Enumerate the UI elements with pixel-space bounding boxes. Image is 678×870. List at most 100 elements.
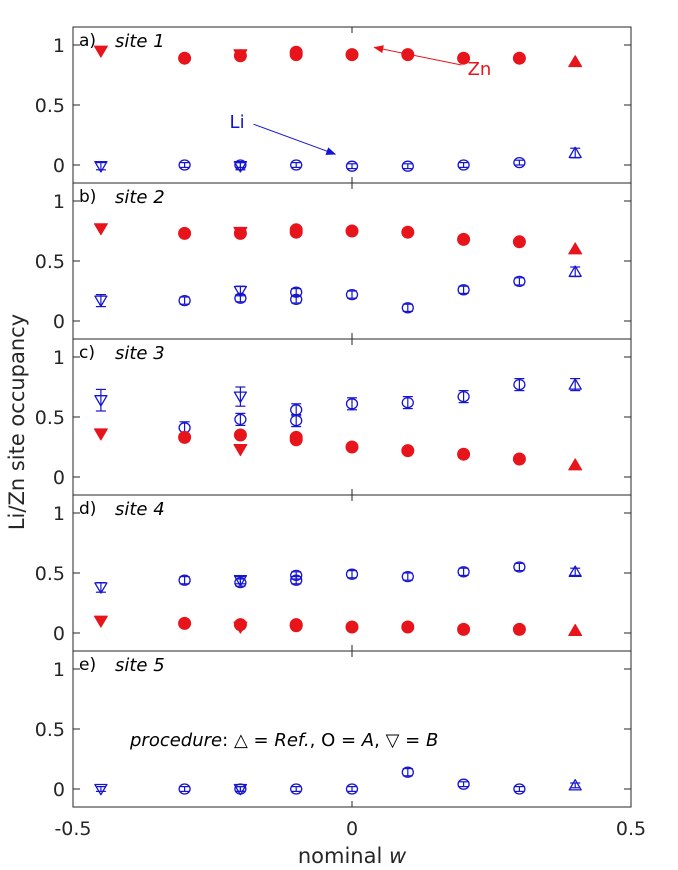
legend-a: A [361,730,374,751]
zn-point [457,447,471,461]
zn-point [512,622,526,636]
zn-point [401,444,415,458]
li-point [457,566,470,578]
zn-label: Zn [468,59,492,80]
li-point [568,146,582,159]
li-point [178,574,191,586]
zn-point [178,51,192,65]
li-point [234,292,247,304]
zn-arrow [373,45,462,66]
legend-comma2: , [374,730,385,751]
li-point [568,565,582,577]
panel-3-title: site 3 [115,343,165,364]
panel-4: 0 0.5 1 d) site 4 [35,494,632,652]
li-point [290,159,303,171]
zn-point [457,51,471,65]
legend-b: B [426,730,438,751]
zn-point [512,51,526,65]
li-label: Li [230,112,245,133]
li-point [568,779,582,791]
panels-layer: 00.51 a) site 100.51 b) site 200.51 c) site 30… [35,26,632,808]
x-tick-label: 0 [346,818,358,840]
panel-2-letter: b) [79,187,96,207]
zn-point [289,433,303,447]
li-point [568,378,582,390]
zn-point [93,223,108,236]
zn-point [457,232,471,246]
panel-1: 0 0.5 1 a) site 1 [35,26,632,184]
zn-point [233,621,248,634]
panel-4-title: site 4 [115,499,165,520]
li-point [457,284,470,296]
zn-point [233,226,247,240]
zn-point [289,225,303,239]
panel-3: 0 0.5 1 c) site 3 [35,338,632,496]
li-point [233,575,248,587]
li-point [513,561,526,573]
zn-point [178,616,192,630]
zn-point [289,48,303,62]
li-point [457,778,470,790]
legend-eq1: = [248,730,275,751]
li-point [290,414,303,427]
legend-ref: Ref. [274,730,309,751]
li-point [401,396,414,409]
panel-2-title: site 2 [115,187,165,208]
panel-4-letter: d) [79,499,96,519]
panel-1-ytick-label: 0 [53,155,65,177]
shared-axes-layer: Li/Zn site occupancy nominal w -0.5 0 0.5 [5,314,646,868]
legend-prefix: procedure [129,730,222,751]
panel-4-ytick-label: 0 [53,623,65,645]
y-axis-title: Li/Zn site occupancy [5,314,29,530]
zn-point [178,226,192,240]
zn-point [233,428,247,442]
li-point [401,766,414,778]
x-tick-label: -0.5 [54,818,91,840]
li-point [234,576,247,589]
zn-point [233,444,248,457]
panel-4-ytick-label: 1 [53,503,65,525]
li-point [234,783,247,795]
li-point [345,568,359,580]
li-arrow [253,123,337,155]
li-point [290,293,303,306]
li-point [345,783,359,795]
li-point [94,395,108,407]
li-point [178,294,191,307]
annotation-layer: Zn Li [230,45,492,155]
zn-point [512,235,526,249]
li-point [290,783,303,795]
panel-3-letter: c) [79,343,95,363]
panel-3-ytick-label: 0.5 [35,407,65,429]
panel-3-ytick-label: 0 [53,467,65,489]
zn-point [345,620,359,634]
li-point [94,295,108,307]
li-point [345,288,359,301]
panel-5-letter: e) [79,655,96,675]
legend-eq2: = [399,730,426,751]
li-point [513,156,526,169]
panel-3-ytick-label: 1 [53,347,65,369]
zn-point [568,458,583,471]
panel-1-ytick-label: 1 [53,35,65,57]
li-point [234,159,247,171]
zn-point [401,225,415,239]
panel-5-ytick-label: 0.5 [35,719,65,741]
li-point [401,570,414,583]
panel-5-ytick-label: 0 [53,779,65,801]
zn-point [93,428,108,441]
panel-2: 0 0.5 1 b) site 2 [35,182,632,340]
li-point [234,413,247,426]
panel-1-ytick-label: 0.5 [35,95,65,117]
panel-1-letter: a) [79,31,96,51]
li-point [94,582,108,594]
legend-triangle-up: △ [234,730,248,751]
x-axis-title-variable: w [389,844,407,868]
li-point [345,398,359,410]
x-axis-title-prefix: nominal [298,844,389,868]
li-point [233,391,248,403]
legend-comma1: , O = [310,730,362,751]
li-point [457,390,470,403]
zn-point [345,48,359,62]
